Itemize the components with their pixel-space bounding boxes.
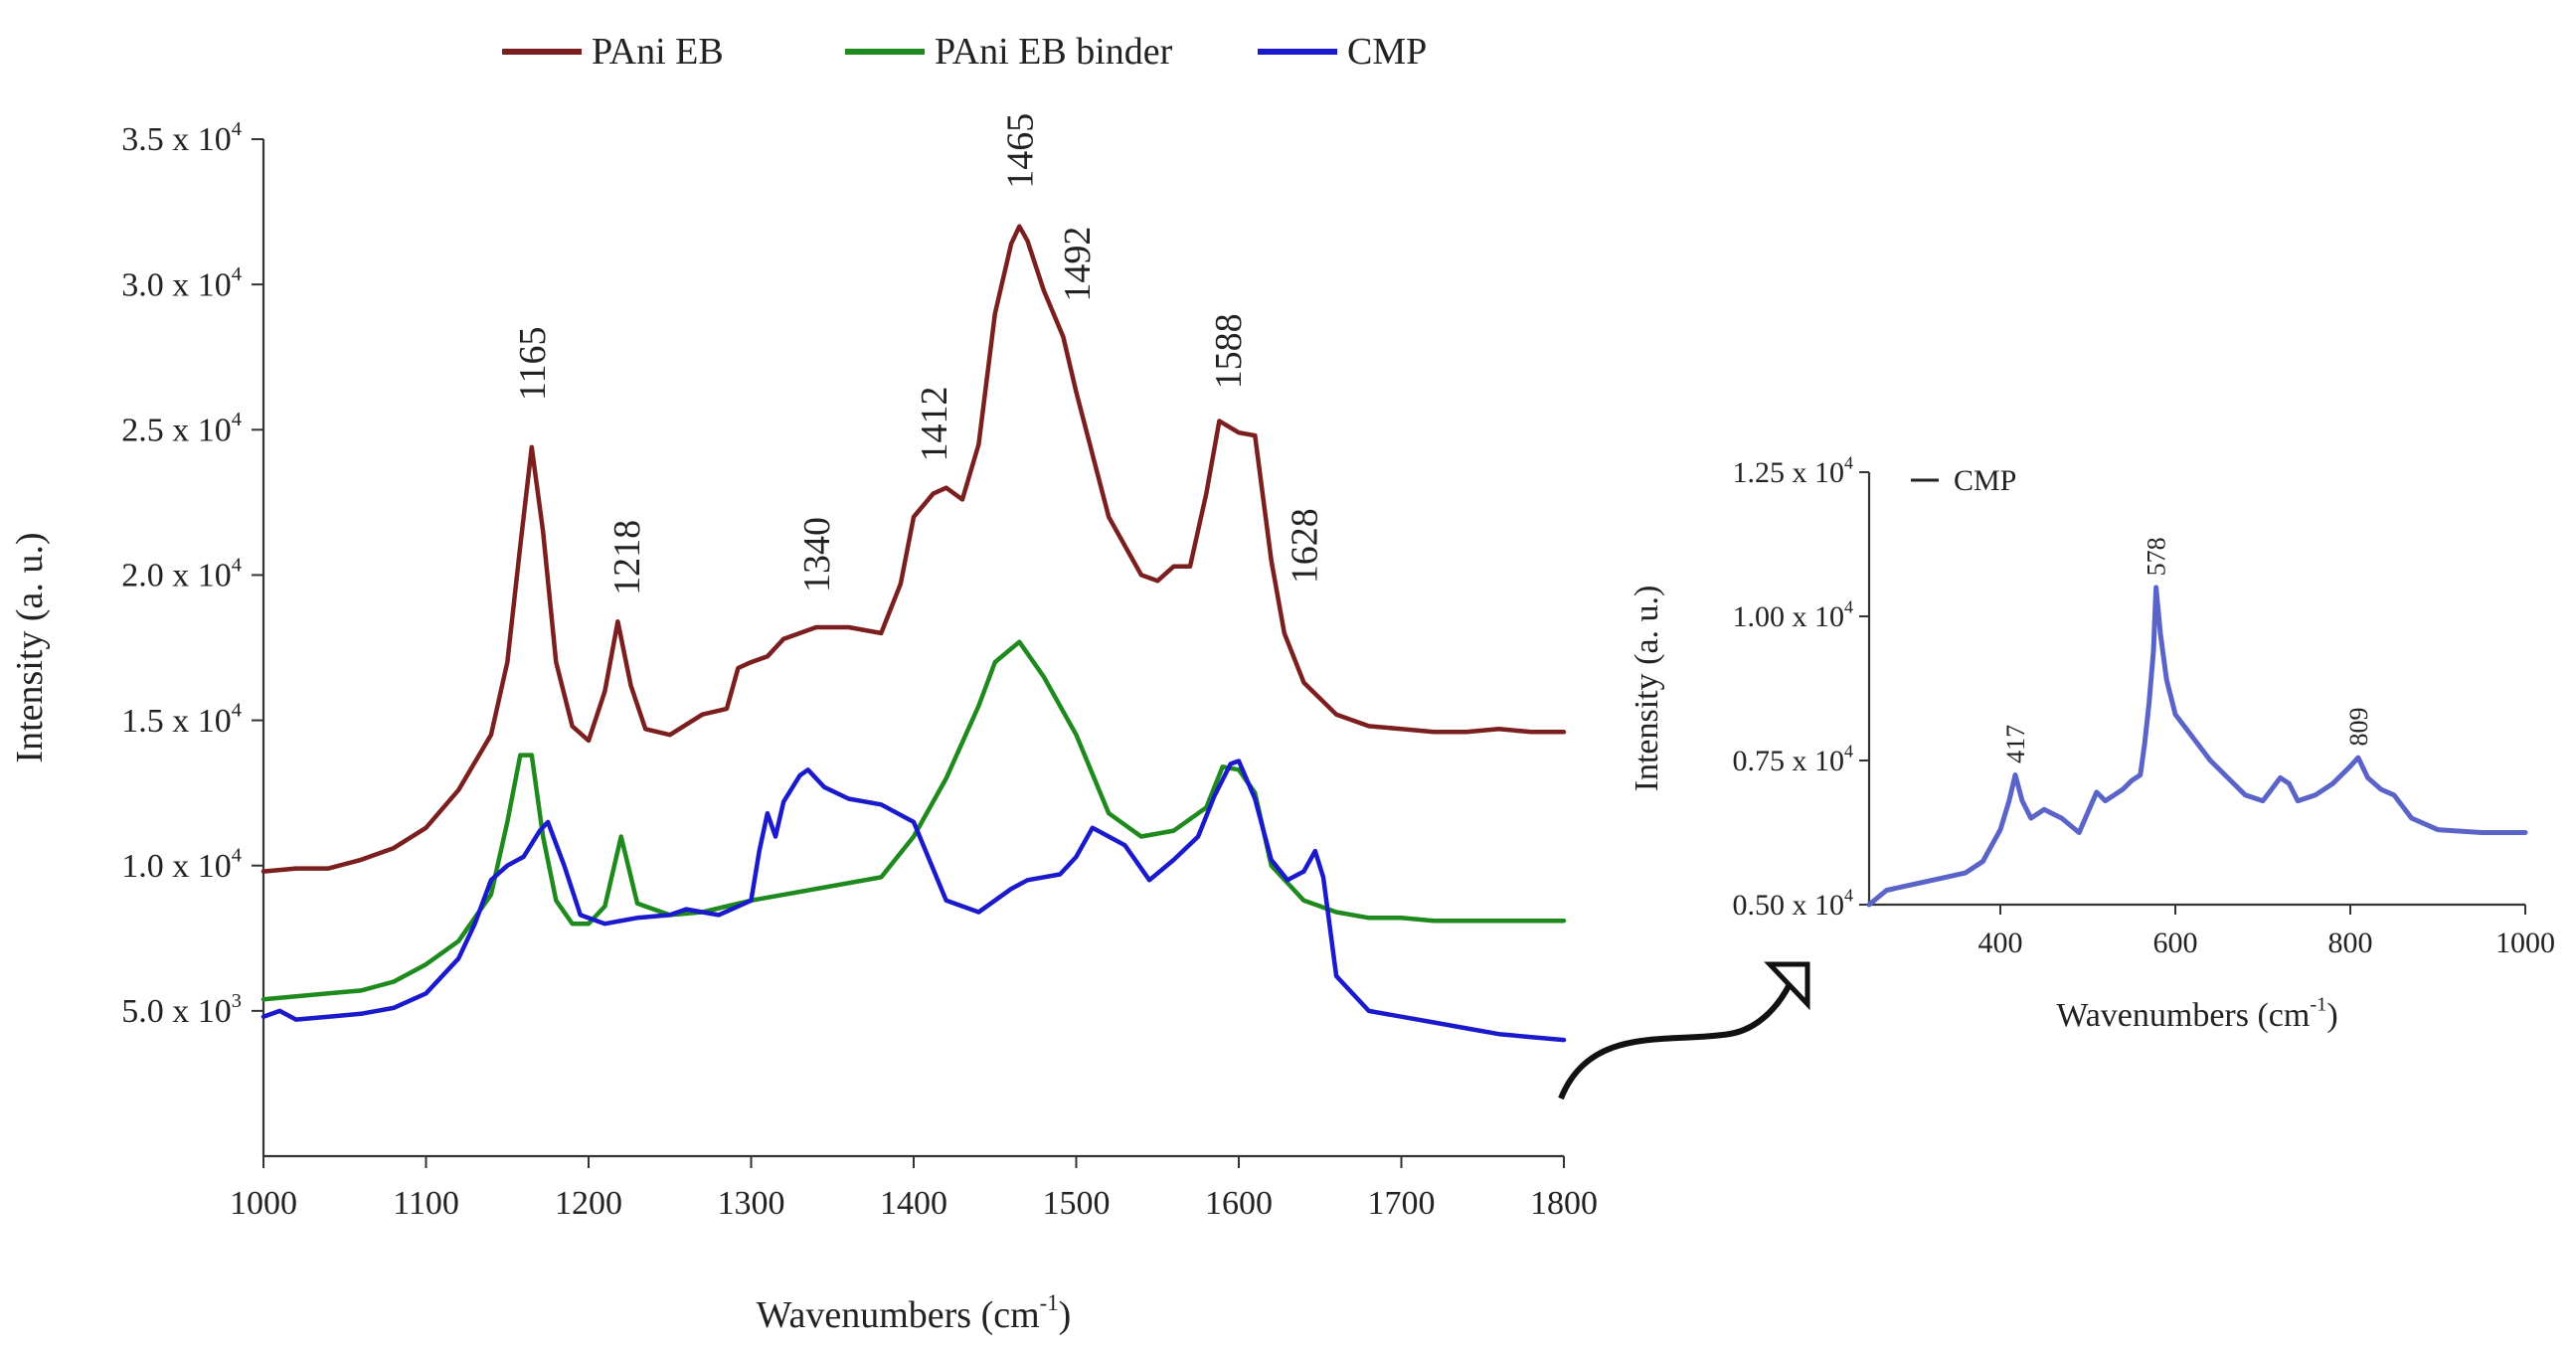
inset-raman-chart: 400 600 800 1000 0.50 x 104 0.75 x 104 1.00 x … — [1629, 452, 2555, 1034]
x-tick-label: 1200 — [555, 1185, 622, 1222]
x-tick-label: 1300 — [718, 1185, 785, 1222]
y-axis-title: Intensity (a. u.) — [9, 532, 51, 762]
x-tick-label: 800 — [2328, 927, 2373, 959]
x-tick-label: 1000 — [2495, 927, 2555, 959]
x-tick-label: 1700 — [1368, 1185, 1436, 1222]
x-tick-label: 600 — [2153, 927, 2198, 959]
peak-label: 1628 — [1285, 508, 1326, 584]
x-tick-label: 1100 — [393, 1185, 459, 1222]
y-axis-title: Intensity (a. u.) — [1629, 586, 1665, 792]
peak-label: 417 — [2001, 725, 2030, 763]
connector-arrow — [1558, 961, 1810, 1100]
legend-label: PAni EB — [592, 31, 724, 73]
legend-label: PAni EB binder — [935, 31, 1173, 73]
peak-label: 1412 — [914, 386, 955, 461]
x-tick-label: 1600 — [1205, 1185, 1273, 1222]
peak-label: 1165 — [512, 326, 554, 401]
series-line-cmp — [1866, 585, 2528, 908]
x-tick-label: 400 — [1978, 927, 2023, 959]
y-tick-label: 1.00 x 104 — [1733, 596, 1854, 633]
x-tick-label: 1000 — [230, 1185, 297, 1222]
series-line-pani-eb — [260, 224, 1567, 874]
legend-label: CMP — [1347, 31, 1427, 73]
main-legend: PAni EB PAni EB binder CMP — [502, 31, 1427, 73]
peak-label: 809 — [2344, 708, 2373, 747]
y-tick-label: 1.5 x 104 — [121, 699, 242, 739]
x-tick-label: 1400 — [880, 1185, 947, 1222]
peak-label: 578 — [2143, 537, 2171, 576]
y-tick-label: 2.5 x 104 — [121, 409, 242, 448]
series-line-cmp — [260, 759, 1567, 1043]
y-tick-label: 0.50 x 104 — [1733, 885, 1854, 922]
y-tick-label: 1.0 x 104 — [121, 845, 242, 885]
y-tick-label: 1.25 x 104 — [1733, 452, 1854, 489]
x-tick-label: 1800 — [1530, 1185, 1598, 1222]
peak-label: 1588 — [1208, 313, 1250, 389]
y-tick-label: 3.0 x 104 — [121, 263, 242, 303]
y-tick-label: 0.75 x 104 — [1733, 741, 1854, 777]
y-tick-label: 5.0 x 103 — [121, 990, 242, 1030]
peak-label: 1492 — [1057, 227, 1099, 302]
x-axis-title: Wavenumbers (cm-1) — [757, 1290, 1072, 1336]
y-tick-label: 2.0 x 104 — [121, 554, 242, 593]
x-axis-title: Wavenumbers (cm-1) — [2056, 994, 2337, 1034]
peak-label: 1218 — [606, 520, 648, 595]
peak-label: 1465 — [1000, 113, 1042, 189]
main-raman-chart: 1000 1100 1200 1300 1400 1500 1600 1700 1800 5.0 … — [9, 113, 1598, 1336]
y-tick-label: 3.5 x 104 — [121, 118, 242, 158]
x-tick-label: 1500 — [1043, 1185, 1111, 1222]
inset-legend-label: CMP — [1954, 464, 2016, 497]
peak-label: 1340 — [796, 517, 838, 592]
series-line-pani-eb-binder — [260, 639, 1567, 1002]
